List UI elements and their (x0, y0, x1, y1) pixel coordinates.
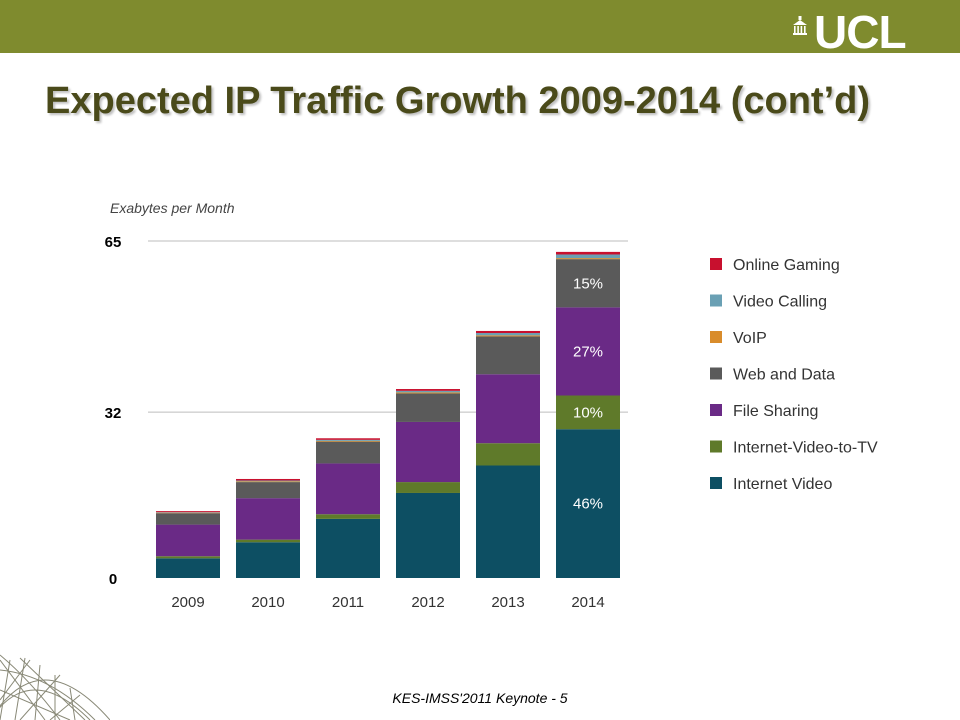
bar-segment (556, 429, 620, 578)
bar-segment (556, 251, 620, 255)
bar-segment (476, 443, 540, 466)
bar-segment (396, 482, 460, 493)
segment-label: 10% (573, 404, 603, 421)
legend-label: Online Gaming (733, 257, 840, 274)
bar-segment (476, 374, 540, 444)
bar-segment (396, 393, 460, 422)
bar-segment (476, 333, 540, 336)
bar-segment (556, 395, 620, 430)
ucl-logo: UCL (792, 6, 907, 58)
bar-segment (236, 481, 300, 483)
bar-segment (156, 512, 220, 513)
bar-segment (236, 482, 300, 499)
stacked-bar-chart: Exabytes per Month 0 32 65 46% 10% 27% 15% 20… (105, 200, 878, 611)
x-tick-label: 2009 (171, 594, 204, 611)
legend-swatch (710, 477, 722, 489)
legend-swatch (710, 404, 722, 416)
y-axis-label: Exabytes per Month (110, 200, 235, 216)
bar-segment (156, 513, 220, 525)
logo-text: UCL (814, 6, 907, 58)
segment-label: 46% (573, 496, 603, 513)
legend-label: File Sharing (733, 403, 818, 420)
bar-segment (236, 478, 300, 481)
bar-segment (156, 524, 220, 557)
legend-label: Web and Data (733, 367, 835, 384)
x-ticks: 2009 2010 2011 2012 2013 2014 (171, 594, 604, 611)
legend-swatch (710, 367, 722, 380)
bar-segment (396, 390, 460, 393)
bar-segment (316, 518, 380, 578)
gridlines (148, 240, 628, 413)
bar-segment (476, 330, 540, 334)
bar-segment (236, 542, 300, 578)
x-tick-label: 2012 (411, 594, 444, 611)
bar-segment (156, 511, 220, 513)
bar-segment (156, 558, 220, 578)
bar-segment (156, 556, 220, 559)
bar-segment (236, 480, 300, 482)
x-tick-label: 2010 (251, 594, 284, 611)
bar-segment (316, 438, 380, 440)
bar-segment (396, 392, 460, 394)
segment-label: 15% (573, 275, 603, 292)
legend-swatch (710, 258, 722, 270)
y-tick-label: 65 (105, 234, 122, 251)
bar-segment (156, 512, 220, 514)
bar-segment (556, 258, 620, 260)
bar-segment (476, 465, 540, 578)
x-tick-label: 2011 (332, 594, 364, 611)
bar-segment (396, 421, 460, 483)
bar-segment (316, 439, 380, 441)
y-tick-label: 32 (105, 405, 122, 422)
bar-segment (556, 307, 620, 396)
legend-label: Internet-Video-to-TV (733, 440, 878, 457)
portico-icon (793, 16, 807, 35)
bar-segment (396, 492, 460, 578)
legend-swatch (710, 294, 722, 307)
bar-segment (236, 539, 300, 543)
bar-segment (316, 514, 380, 519)
x-tick-label: 2014 (571, 594, 604, 611)
bar-segment (396, 389, 460, 391)
segment-label: 27% (573, 343, 603, 360)
bar-segment (316, 463, 380, 515)
bar-segment (316, 441, 380, 464)
bar-segment (556, 254, 620, 259)
bar-segment (236, 498, 300, 540)
legend-label: Video Calling (733, 294, 827, 311)
y-tick-label: 0 (109, 571, 117, 588)
slide-title: Expected IP Traffic Growth 2009-2014 (co… (45, 80, 870, 122)
legend-swatch (710, 331, 722, 343)
legend-label: VoIP (733, 330, 767, 347)
bar-segment (316, 440, 380, 442)
x-tick-label: 2013 (491, 594, 524, 611)
legend: Online Gaming Video Calling VoIP Web and Da… (710, 257, 878, 493)
bar-segment (476, 335, 540, 337)
y-ticks: 0 32 65 (105, 234, 122, 588)
bar-segment (556, 259, 620, 308)
geodesic-dome-graphic (0, 654, 110, 720)
bars: 46% 10% 27% 15% (156, 251, 620, 578)
slide-footer: KES-IMSS'2011 Keynote - 5 (392, 690, 568, 706)
header-bar (0, 0, 960, 53)
legend-label: Internet Video (733, 476, 832, 493)
bar-segment (476, 336, 540, 375)
legend-swatch (710, 440, 722, 453)
